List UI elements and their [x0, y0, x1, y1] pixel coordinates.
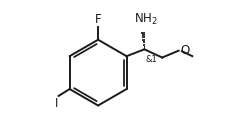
Text: NH$_2$: NH$_2$ — [133, 12, 157, 27]
Text: I: I — [54, 97, 58, 110]
Text: O: O — [179, 44, 188, 56]
Text: F: F — [94, 13, 101, 26]
Text: &1: &1 — [144, 55, 156, 64]
